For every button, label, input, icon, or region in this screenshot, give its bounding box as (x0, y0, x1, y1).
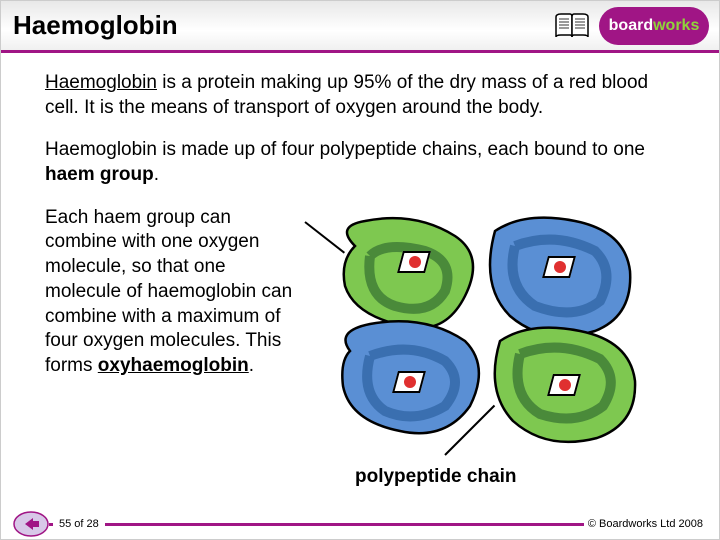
haemoglobin-diagram: polypeptide chain (315, 206, 655, 486)
term-haem-group: haem group (45, 164, 154, 185)
lower-section: Each haem group can combine with one oxy… (45, 206, 675, 486)
back-arrow-icon[interactable] (13, 511, 49, 537)
para2-c: . (154, 164, 159, 185)
header: Haemoglobin boardworks (1, 1, 719, 53)
para3-c: . (249, 355, 254, 376)
haem-group-icon (547, 374, 581, 396)
para2-a: Haemoglobin is made up of four polypepti… (45, 139, 645, 160)
logo-text-board: board (609, 17, 653, 35)
logo-text-works: works (653, 17, 699, 35)
footer-divider (49, 523, 589, 526)
paragraph-1: Haemoglobin is a protein making up 95% o… (45, 71, 675, 120)
content: Haemoglobin is a protein making up 95% o… (1, 53, 719, 496)
copyright-text: © Boardworks Ltd 2008 (584, 518, 707, 530)
para3-a: Each haem group can combine with one oxy… (45, 207, 292, 376)
footer: 55 of 28 © Boardworks Ltd 2008 (1, 509, 719, 539)
boardworks-logo: boardworks (599, 7, 709, 45)
label-polypeptide: polypeptide chain (355, 466, 517, 488)
paragraph-2: Haemoglobin is made up of four polypepti… (45, 138, 675, 187)
right-column: polypeptide chain (315, 206, 675, 486)
protein-structure-icon (315, 206, 655, 466)
page-title: Haemoglobin (13, 10, 178, 41)
left-column: Each haem group can combine with one oxy… (45, 206, 305, 486)
haem-group-icon (392, 371, 426, 393)
paragraph-3: Each haem group can combine with one oxy… (45, 206, 305, 379)
term-oxyhaemoglobin: oxyhaemoglobin (98, 355, 249, 376)
term-haemoglobin: Haemoglobin (45, 72, 157, 93)
haem-group-icon (542, 256, 576, 278)
header-icons: boardworks (553, 7, 709, 45)
haem-group-icon (397, 251, 431, 273)
page-number: 55 of 28 (53, 518, 105, 530)
book-icon (553, 9, 591, 43)
